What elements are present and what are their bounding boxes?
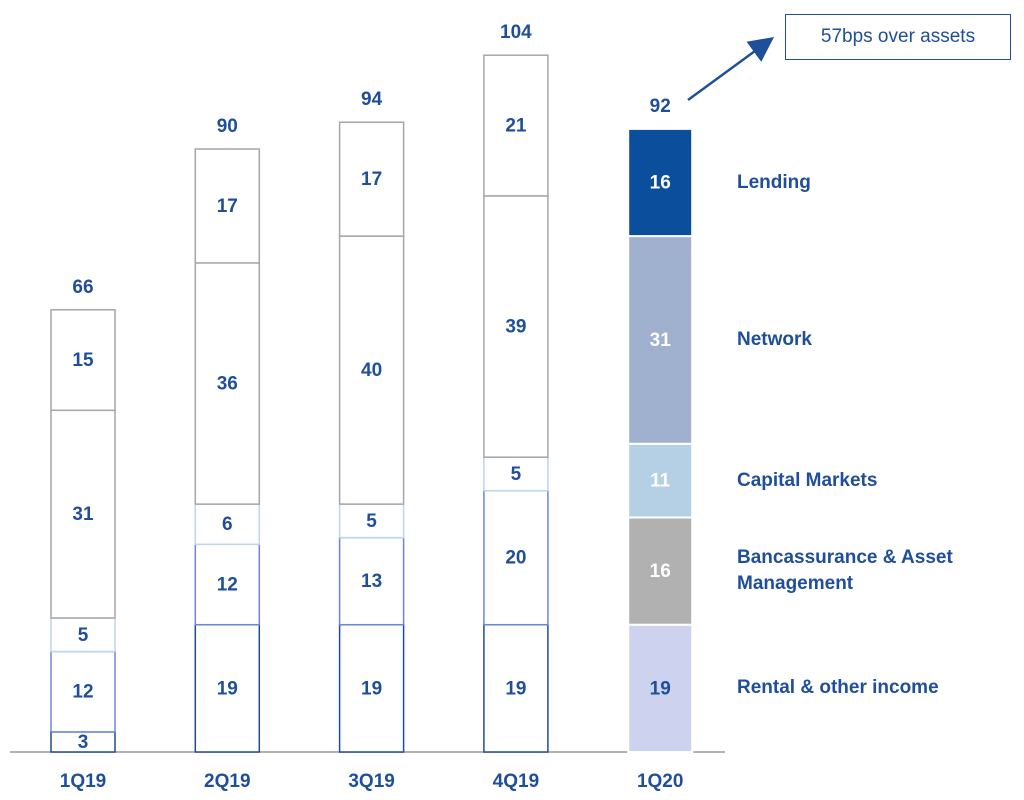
- x-tick-label: 1Q19: [60, 771, 106, 792]
- bar-segment: [194, 148, 261, 264]
- bar-segment: [627, 623, 694, 754]
- data-label: 31: [72, 504, 94, 525]
- bar-segment: [483, 456, 549, 492]
- data-label: 19: [361, 678, 382, 699]
- x-tick-label: 1Q20: [637, 771, 683, 792]
- data-label: 16: [650, 561, 671, 582]
- x-tick-label: 4Q19: [493, 771, 539, 792]
- data-label: 19: [650, 678, 671, 699]
- x-tick-label: 3Q19: [348, 771, 394, 792]
- data-label: 20: [505, 548, 526, 569]
- bar-segment: [194, 503, 261, 546]
- bar-segment: [627, 235, 694, 445]
- data-label: 21: [505, 116, 527, 137]
- legend-label: Rental & other income: [737, 677, 939, 699]
- bar-segment: [627, 127, 694, 238]
- legend-label: Network: [737, 328, 812, 350]
- annotation: 57bps over assets: [785, 14, 1011, 60]
- bar-segment: [50, 309, 116, 412]
- bar-segment: [483, 54, 549, 197]
- data-label: 39: [505, 317, 526, 338]
- data-label: 16: [650, 173, 671, 194]
- data-label: 5: [78, 625, 89, 646]
- total-label: 66: [72, 277, 93, 298]
- total-label: 92: [650, 96, 671, 117]
- data-label: 36: [217, 374, 238, 395]
- data-label: 15: [72, 350, 94, 371]
- bar-segment: [338, 536, 405, 626]
- x-tick-label: 2Q19: [204, 771, 250, 792]
- bar-segment: [483, 623, 549, 753]
- total-label: 90: [217, 116, 238, 137]
- data-label: 11: [650, 471, 671, 492]
- bar-segment: [194, 262, 261, 505]
- data-label: 17: [361, 169, 382, 190]
- bar-segment: [338, 235, 405, 505]
- legend-label: Capital Markets: [737, 469, 878, 491]
- data-label: 3: [78, 732, 89, 753]
- total-label: 94: [361, 89, 383, 110]
- bar-segment: [627, 442, 694, 519]
- bar-segment: [338, 623, 405, 753]
- data-label: 40: [361, 360, 382, 381]
- bar-segment: [483, 489, 549, 626]
- bar-segment: [194, 623, 261, 753]
- bar-segment: [627, 516, 694, 626]
- bar-segment: [50, 617, 116, 653]
- bar-segment: [338, 121, 405, 237]
- data-label: 31: [650, 330, 672, 351]
- data-label: 12: [217, 575, 238, 596]
- data-label: 13: [361, 571, 382, 592]
- legend-label: Bancassurance & Asset Management: [737, 547, 953, 595]
- bar-segment: [50, 650, 116, 733]
- data-label: 5: [366, 511, 377, 532]
- data-label: 12: [72, 682, 93, 703]
- data-label: 17: [217, 196, 238, 217]
- bar-segment: [50, 409, 116, 619]
- data-label: 6: [222, 514, 233, 535]
- bar-segment: [483, 195, 549, 458]
- data-label: 5: [511, 464, 522, 485]
- bar-segment: [194, 543, 261, 626]
- data-label: 19: [505, 678, 526, 699]
- annotation-arrow: [687, 37, 775, 102]
- data-label: 19: [217, 678, 238, 699]
- total-label: 104: [500, 22, 532, 43]
- legend-label: Lending: [737, 171, 811, 193]
